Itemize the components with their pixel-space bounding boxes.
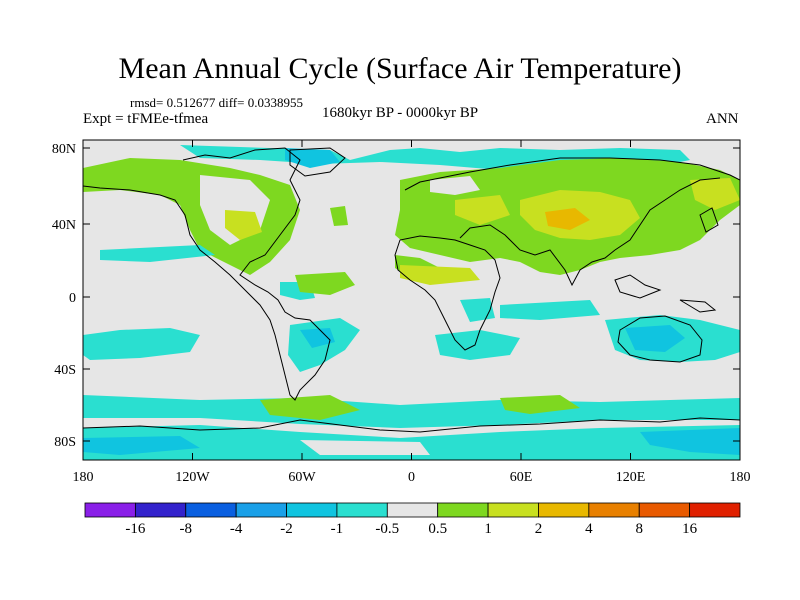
coastline-indonesia — [614, 274, 662, 299]
chart-title: Mean Annual Cycle (Surface Air Temperatu… — [118, 52, 682, 85]
coastline-south-asia — [459, 177, 721, 287]
colorbar-swatch — [336, 502, 388, 518]
rmsd-diff-stats: rmsd= 0.512677 diff= 0.0338955 — [130, 95, 303, 110]
latitude-axis: 80N 40N 0 40S 80S — [52, 142, 740, 450]
field-antarctica-blue-west — [83, 436, 200, 455]
coastline-australia — [617, 315, 703, 363]
lat-tick-label: 80N — [52, 142, 76, 157]
colorbar-label: -2 — [280, 521, 293, 537]
coastline-new-guinea — [679, 299, 717, 313]
colorbar-swatch — [185, 502, 237, 518]
field-amazon-green — [295, 272, 355, 295]
lon-tick-label: 180 — [73, 470, 94, 485]
colorbar-swatch — [538, 502, 590, 518]
colorbar-label: 1 — [484, 521, 492, 537]
colorbar-label: 2 — [535, 521, 543, 537]
coastlines — [83, 147, 740, 433]
colorbar-swatch — [134, 502, 187, 518]
field-south-america-blue — [300, 328, 335, 348]
lon-tick-label: 0 — [408, 470, 415, 485]
colorbar-label: -4 — [230, 521, 243, 537]
coastline-japan — [699, 207, 719, 233]
lat-tick-label: 0 — [69, 291, 76, 306]
field-pacific-cyan-west — [83, 328, 200, 360]
field-southern-ocean-green — [260, 395, 360, 420]
field-indian-ocean-cyan — [500, 300, 600, 320]
field-middle-east-yellow — [455, 195, 510, 225]
anomaly-fields — [83, 145, 740, 460]
field-atlantic-green — [330, 206, 348, 226]
field-northeast-asia-yellow — [690, 178, 740, 210]
coastline-north-eurasia — [404, 157, 740, 191]
lon-tick-label: 120E — [616, 470, 646, 485]
field-tibet-orange — [545, 208, 590, 230]
colorbar-label: 16 — [682, 521, 698, 537]
colorbar-swatch — [84, 502, 136, 518]
field-north-pacific-cyan — [100, 245, 215, 262]
colorbar-label: -0.5 — [375, 521, 399, 537]
experiment-label: Expt = tFMEe-tfmea — [83, 111, 209, 127]
field-madagascar-cyan — [460, 298, 495, 322]
field-north-america-yellow — [225, 210, 262, 240]
lat-tick-label: 40S — [54, 363, 76, 378]
coastline-africa — [394, 235, 501, 351]
field-southern-ocean-green-2 — [500, 395, 580, 414]
coastline-antarctica — [83, 417, 740, 433]
colorbar-label: 0.5 — [428, 521, 447, 537]
period-label: 1680kyr BP - 0000kyr BP — [322, 105, 479, 121]
colorbar-swatch — [286, 502, 338, 518]
colorbar-label: -1 — [331, 521, 344, 537]
colorbar-swatch — [689, 502, 741, 518]
season-label: ANN — [706, 111, 739, 127]
coastline-americas — [83, 147, 331, 401]
lat-tick-label: 40N — [52, 218, 76, 233]
colorbar-swatch — [437, 502, 489, 518]
colorbar-swatch — [386, 502, 439, 518]
colorbar-swatch — [588, 502, 640, 518]
lat-tick-label: 80S — [54, 435, 76, 450]
field-africa-yellow — [400, 265, 480, 285]
field-antarctica-neutral — [300, 440, 430, 455]
colorbar-label: 4 — [585, 521, 593, 537]
lon-tick-label: 60E — [510, 470, 533, 485]
lon-tick-label: 60W — [288, 470, 316, 485]
field-antarctica-blue-east — [640, 428, 740, 455]
field-southern-ocean-cyan — [83, 395, 740, 428]
colorbar: -16 -8 -4 -2 -1 -0.5 0.5 1 2 4 8 16 — [84, 502, 741, 537]
colorbar-swatch — [235, 502, 287, 518]
colorbar-label: -16 — [125, 521, 145, 537]
coastline-greenland — [289, 147, 346, 177]
lon-tick-label: 120W — [175, 470, 210, 485]
field-australia-blue — [625, 325, 685, 352]
map-plot-area: 80N 40N 0 40S 80S 180 120W 60W 0 60E 120E 180 — [52, 139, 751, 485]
colorbar-label: 8 — [635, 521, 643, 537]
colorbar-swatch — [487, 502, 539, 518]
field-europe-neutral — [430, 176, 480, 195]
longitude-axis: 180 120W 60W 0 60E 120E 180 — [73, 140, 751, 485]
colorbar-swatch — [638, 502, 691, 518]
field-south-indian-cyan — [435, 330, 520, 360]
colorbar-label: -8 — [180, 521, 193, 537]
lon-tick-label: 180 — [730, 470, 751, 485]
